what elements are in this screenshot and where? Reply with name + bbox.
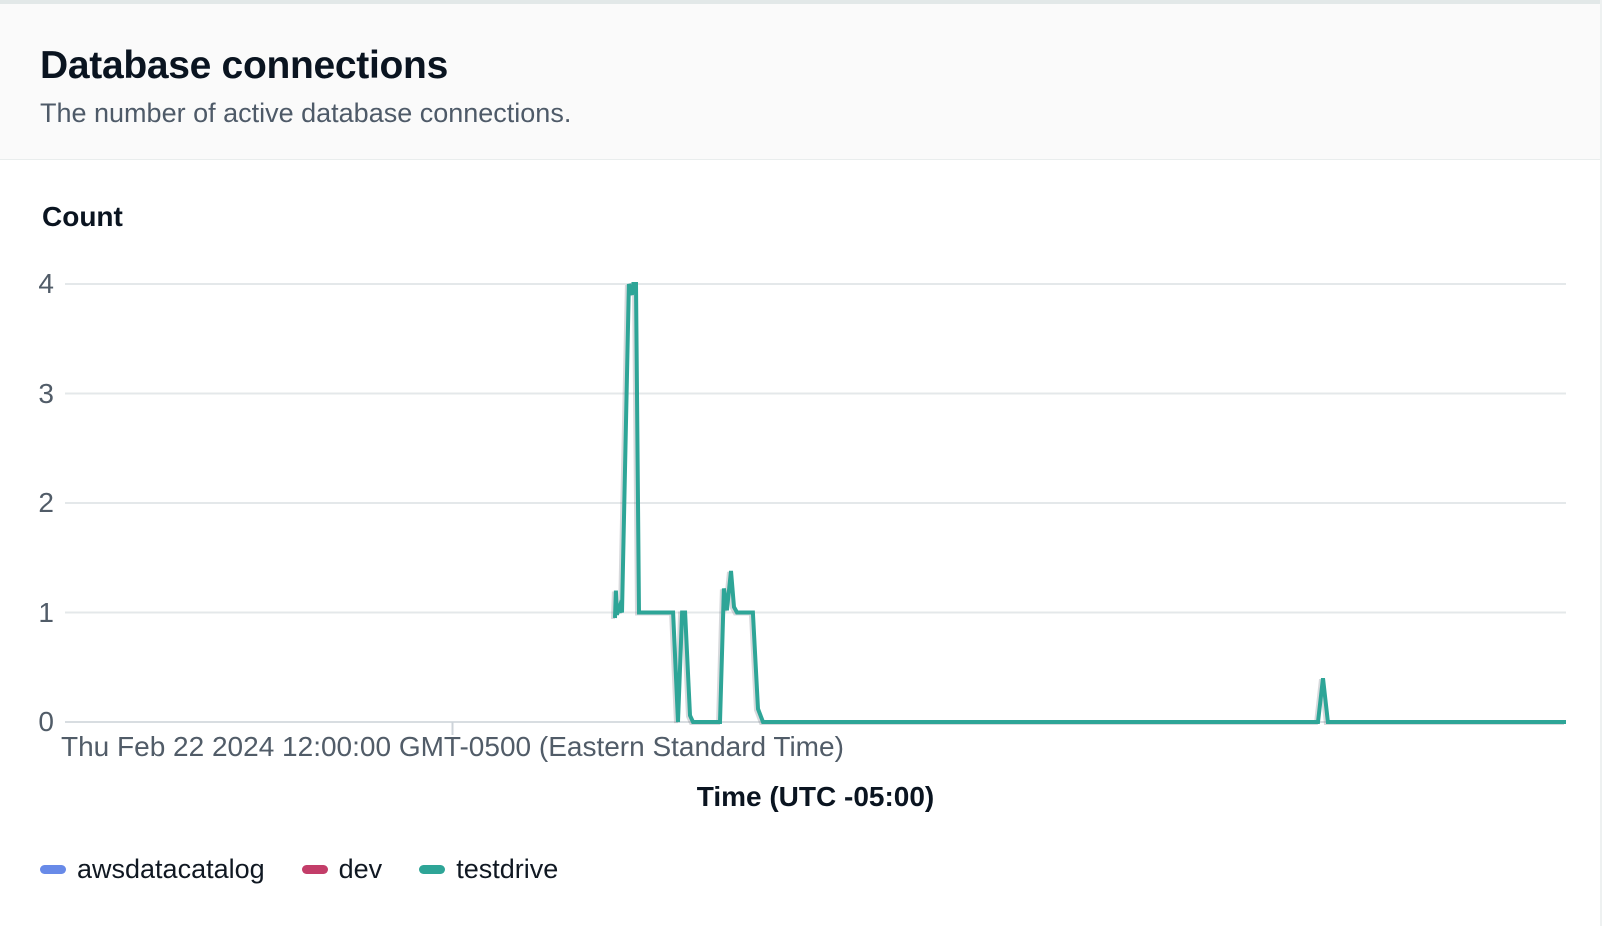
y-tick-label-3: 3 (38, 377, 54, 409)
widget-title: Database connections (40, 44, 448, 87)
chart-legend: awsdatacatalog dev testdrive (40, 849, 558, 889)
y-tick-label-0: 0 (38, 706, 54, 737)
y-tick-label-1: 1 (38, 596, 54, 628)
widget-header: Database connections The number of activ… (0, 0, 1600, 160)
legend-label-testdrive: testdrive (456, 853, 559, 884)
legend-swatch-awsdatacatalog (40, 864, 66, 874)
legend-swatch-testdrive (419, 864, 446, 874)
legend-swatch-dev (301, 864, 328, 874)
legend-item-dev[interactable]: dev (301, 853, 383, 885)
widget-subtitle: The number of active database connection… (40, 98, 572, 128)
legend-item-testdrive[interactable]: testdrive (419, 854, 558, 885)
y-tick-label-2: 2 (38, 487, 54, 518)
x-axis-tick-label: Thu Feb 22 2024 12:00:00 GMT-0500 (Easte… (61, 731, 844, 762)
y-tick-label-4: 4 (38, 268, 54, 299)
legend-label-dev: dev (338, 853, 383, 884)
series-line-testdrive (613, 282, 1566, 724)
legend-item-awsdatacatalog[interactable]: awsdatacatalog (40, 854, 265, 885)
x-axis-title: Time (UTC -05:00) (696, 781, 935, 812)
legend-label-awsdatacatalog: awsdatacatalog (77, 853, 265, 884)
y-axis-title: Count (42, 201, 123, 232)
